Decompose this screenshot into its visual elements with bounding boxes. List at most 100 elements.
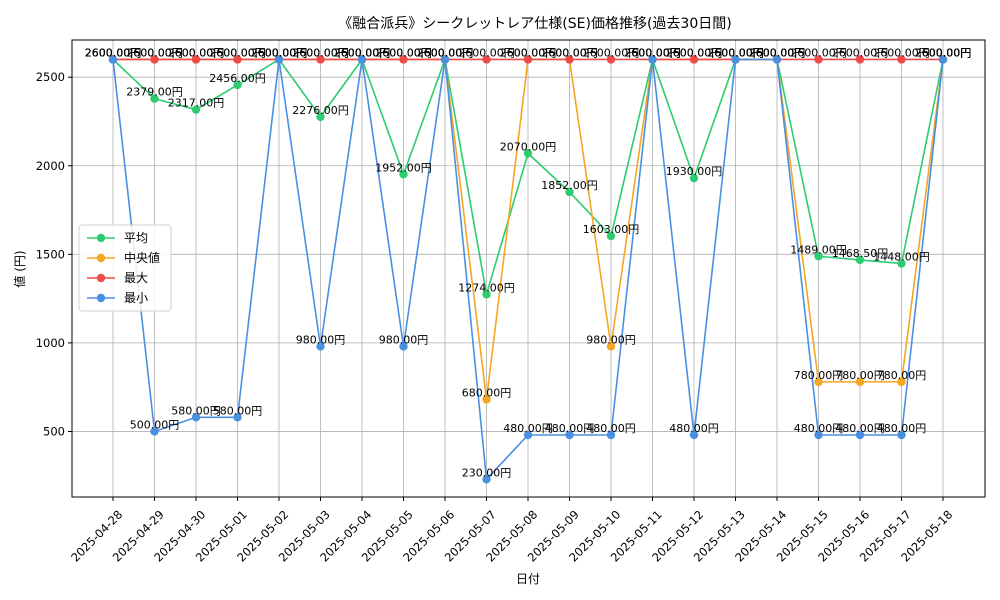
data-label: 2600.00円: [251, 46, 308, 59]
data-point: [482, 55, 491, 64]
data-label: 1952.00円: [375, 161, 432, 174]
data-label: 2600.00円: [707, 46, 764, 59]
data-point: [855, 430, 865, 440]
data-point: [150, 427, 159, 436]
data-point: [191, 413, 201, 422]
data-label: 2600.00円: [458, 46, 515, 59]
data-point: [565, 55, 574, 64]
legend-item: 中央値: [87, 250, 160, 265]
legend-item: 最小: [87, 291, 148, 305]
data-label: 980.00円: [296, 333, 346, 346]
data-label: 2600.00円: [749, 46, 806, 59]
data-point: [274, 55, 284, 64]
data-point: [233, 55, 242, 64]
legend-swatch-marker: [96, 233, 106, 243]
series-3: [108, 55, 948, 484]
data-point: [855, 377, 865, 387]
data-label: 2456.00円: [209, 72, 266, 85]
axis-ticks: 2025-04-282025-04-292025-04-302025-05-01…: [36, 70, 956, 564]
y-tick-label: 1000: [36, 336, 65, 350]
data-point: [399, 55, 408, 64]
data-label: 2600.00円: [624, 46, 681, 59]
data-label: 230.00円: [462, 466, 512, 479]
y-tick-label: 1500: [36, 247, 65, 261]
data-point: [606, 231, 616, 241]
data-label: 480.00円: [877, 422, 927, 435]
legend-label: 平均: [124, 231, 148, 245]
data-point: [606, 430, 616, 440]
data-point: [440, 55, 450, 64]
data-label: 980.00円: [379, 333, 429, 346]
data-point: [191, 105, 201, 114]
data-label: 2600.00円: [251, 46, 308, 59]
data-label: 1852.00円: [541, 179, 598, 192]
data-point: [233, 80, 242, 90]
data-label: 2317.00円: [168, 97, 225, 110]
data-point: [316, 342, 325, 351]
data-point: [399, 170, 408, 179]
data-label: 2600.00円: [168, 46, 225, 59]
data-point: [897, 377, 906, 387]
data-label: 2600.00円: [334, 46, 391, 59]
data-label: 580.00円: [171, 404, 221, 417]
legend-swatch-marker: [96, 273, 106, 283]
data-point: [523, 430, 533, 440]
data-point: [482, 475, 491, 484]
data-label: 2276.00円: [292, 104, 349, 117]
data-label: 2600.00円: [915, 46, 972, 59]
data-label: 2600.00円: [292, 46, 349, 59]
data-label: 1448.00円: [873, 251, 930, 264]
y-tick-label: 500: [43, 424, 65, 438]
data-label: 2600.00円: [832, 46, 889, 59]
data-label: 2600.00円: [873, 46, 930, 59]
legend-label: 最小: [124, 291, 148, 305]
legend-label: 中央値: [124, 250, 160, 265]
data-label: 2600.00円: [666, 46, 723, 59]
legend-label: 最大: [124, 271, 148, 285]
legend-item: 最大: [87, 271, 148, 285]
data-label: 2600.00円: [749, 46, 806, 59]
data-label: 2600.00円: [541, 46, 598, 59]
data-label: 2600.00円: [417, 46, 474, 59]
data-point: [150, 94, 159, 103]
data-point: [814, 55, 823, 64]
data-label: 2600.00円: [85, 46, 142, 59]
data-label: 2600.00円: [749, 46, 806, 59]
data-label: 2600.00円: [624, 46, 681, 59]
data-label: 2600.00円: [500, 46, 557, 59]
data-point: [482, 290, 491, 299]
data-label: 2600.00円: [583, 46, 640, 59]
y-tick-label: 2000: [36, 159, 65, 173]
data-point: [814, 430, 823, 440]
data-label: 2600.00円: [624, 46, 681, 59]
data-point: [606, 342, 616, 351]
data-label: 780.00円: [835, 369, 885, 382]
data-point: [316, 55, 325, 64]
data-point: [108, 55, 118, 64]
data-point: [482, 395, 491, 404]
data-label: 2600.00円: [915, 46, 972, 59]
data-label: 2600.00円: [85, 46, 142, 59]
data-label: 2600.00円: [624, 46, 681, 59]
data-label: 1930.00円: [666, 165, 723, 178]
data-label: 2600.00円: [375, 46, 432, 59]
data-label: 2600.00円: [790, 46, 847, 59]
data-label: 2070.00円: [500, 140, 557, 153]
data-label: 1603.00円: [583, 223, 640, 236]
data-point: [689, 173, 699, 183]
data-point: [938, 55, 948, 64]
data-label: 2600.00円: [251, 46, 308, 59]
y-tick-label: 2500: [36, 70, 65, 84]
series-layer: [108, 55, 948, 484]
chart-title: 《融合派兵》シークレットレア仕様(SE)価格推移(過去30日間): [338, 16, 731, 32]
data-point: [233, 413, 242, 422]
data-label: 2600.00円: [292, 46, 349, 59]
data-point: [772, 55, 782, 64]
data-point: [191, 55, 201, 64]
data-point: [731, 55, 740, 64]
data-label: 2600.00円: [915, 46, 972, 59]
data-point: [648, 55, 657, 64]
data-label: 2600.00円: [417, 46, 474, 59]
